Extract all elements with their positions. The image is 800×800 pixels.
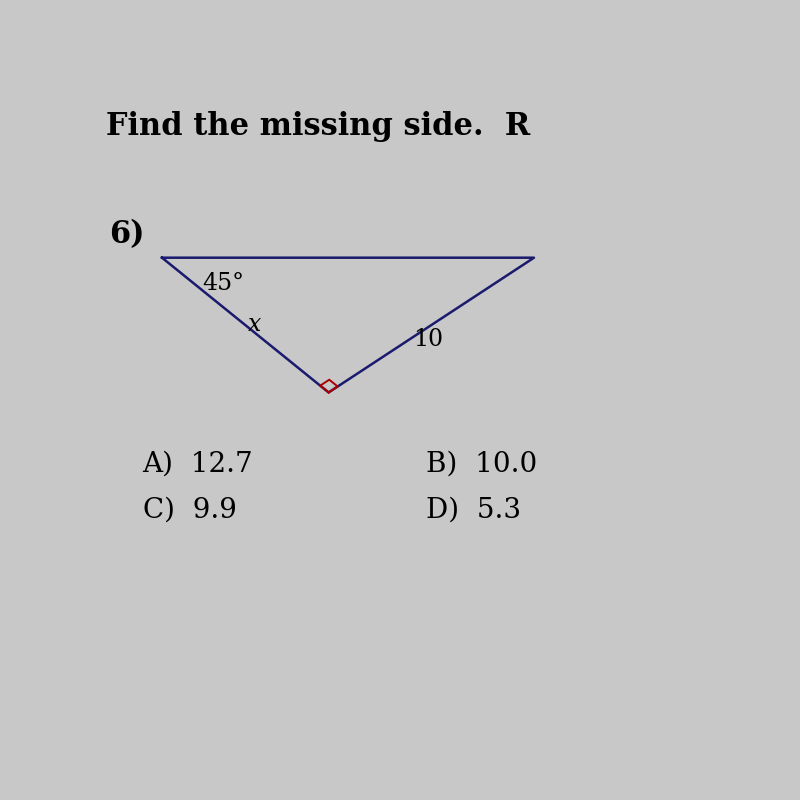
Text: Find the missing side.  R: Find the missing side. R — [106, 111, 530, 142]
Text: B)  10.0: B) 10.0 — [426, 450, 537, 477]
Text: 6): 6) — [110, 219, 145, 250]
Text: D)  5.3: D) 5.3 — [426, 496, 521, 523]
Text: C)  9.9: C) 9.9 — [142, 496, 237, 523]
Text: A)  12.7: A) 12.7 — [142, 450, 254, 477]
Text: 45°: 45° — [202, 271, 244, 294]
Text: 10: 10 — [413, 328, 443, 350]
Text: x: x — [248, 313, 261, 336]
